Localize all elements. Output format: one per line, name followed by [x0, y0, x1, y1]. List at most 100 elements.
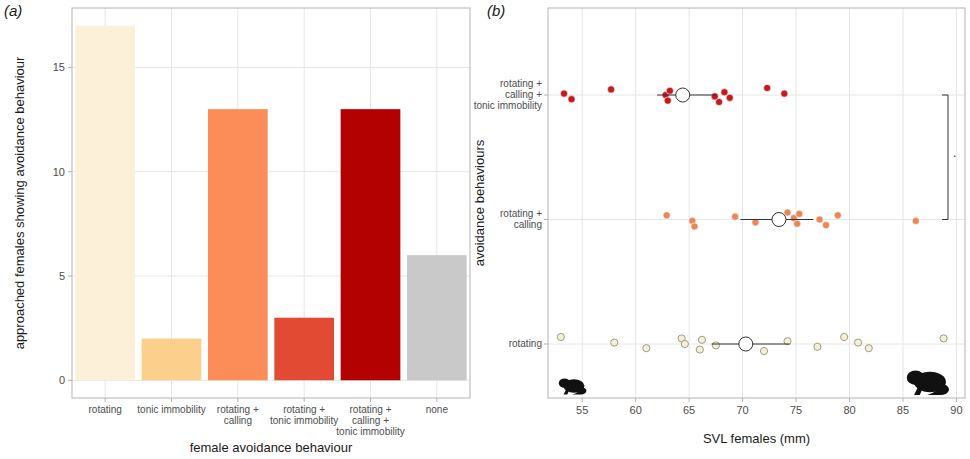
point — [698, 336, 705, 343]
frog-icon — [907, 370, 949, 395]
tick — [544, 219, 548, 220]
frog-head — [907, 370, 924, 385]
tick — [237, 398, 238, 402]
point — [663, 212, 670, 219]
tick-label: none — [426, 404, 449, 415]
plot-frame — [548, 8, 965, 398]
tick — [171, 398, 172, 402]
point — [643, 345, 650, 352]
label-line: rotating + — [500, 208, 542, 219]
tick — [68, 171, 72, 172]
point — [841, 333, 848, 340]
grid-line — [635, 8, 636, 398]
bar — [142, 339, 202, 381]
mean-point — [739, 337, 753, 351]
frog-head — [559, 378, 570, 388]
label-line: rotating + — [217, 404, 259, 415]
tick — [849, 398, 850, 402]
frog-leg — [927, 384, 949, 395]
label-line: tonic immobility — [270, 415, 338, 426]
point — [940, 335, 947, 342]
point — [721, 89, 728, 96]
tick — [902, 398, 903, 402]
panel-label: (b) — [487, 2, 505, 19]
tick — [370, 398, 371, 402]
tick-label: rotating — [88, 404, 121, 415]
point — [557, 333, 564, 340]
tick-label: rotating — [509, 338, 542, 349]
tick — [689, 398, 690, 402]
grid-line — [582, 8, 583, 398]
label-line: tonic immobility — [336, 426, 404, 437]
label-line: none — [426, 404, 449, 415]
tick-label: 90 — [950, 404, 962, 416]
panel-label: (a) — [4, 2, 22, 19]
tick-label: 85 — [897, 404, 909, 416]
tick — [956, 398, 957, 402]
label-line: rotating — [88, 404, 121, 415]
tick-label: 5 — [59, 270, 65, 282]
point — [796, 210, 803, 217]
tick-label: 60 — [630, 404, 642, 416]
point — [696, 346, 703, 353]
point — [568, 96, 575, 103]
plot-frame — [72, 8, 470, 398]
y-axis-label: approached females showing avoidance beh… — [12, 56, 27, 349]
tick — [436, 398, 437, 402]
tick-label: 15 — [53, 61, 65, 73]
tick — [68, 67, 72, 68]
tick — [742, 398, 743, 402]
tick-label: 65 — [683, 404, 695, 416]
bar — [341, 109, 401, 380]
label-line: calling — [514, 219, 542, 230]
label-line: tonic immobility — [474, 100, 542, 111]
grid-line — [849, 8, 850, 398]
point — [681, 340, 688, 347]
bars — [75, 26, 466, 381]
point — [781, 90, 788, 97]
grid-line — [902, 8, 903, 398]
tick — [68, 275, 72, 276]
point — [666, 87, 673, 94]
tick — [582, 398, 583, 402]
marks — [557, 84, 947, 354]
tick-label: rotating +calling +tonic immobility — [336, 404, 404, 437]
point — [794, 220, 801, 227]
frog-arm — [564, 389, 570, 395]
tick — [796, 398, 797, 402]
tick — [544, 344, 548, 345]
grid-line — [796, 8, 797, 398]
point — [854, 339, 861, 346]
tick — [304, 398, 305, 402]
bar — [407, 255, 467, 380]
bar — [75, 26, 135, 381]
tick-label: 10 — [53, 166, 65, 178]
point — [784, 209, 791, 216]
point — [816, 216, 823, 223]
tick-label: 75 — [790, 404, 802, 416]
label-line: calling + — [352, 415, 389, 426]
point — [764, 84, 771, 91]
point — [726, 94, 733, 101]
tick-label: 0 — [59, 374, 65, 386]
tick-label: 70 — [736, 404, 748, 416]
significance-label: . — [953, 146, 956, 160]
tick-label: tonic immobility — [137, 404, 205, 415]
point — [560, 90, 567, 97]
point — [732, 213, 739, 220]
grid-line-y — [548, 219, 965, 220]
plot-background — [548, 8, 965, 398]
point — [607, 86, 614, 93]
point — [760, 347, 767, 354]
mean-point — [772, 213, 786, 227]
tick-label: rotating +tonic immobility — [270, 404, 338, 426]
label-line: tonic immobility — [137, 404, 205, 415]
frog-arm — [914, 386, 923, 395]
tick — [635, 398, 636, 402]
y-axis-label: avoidance behaviours — [472, 139, 487, 266]
label-line: rotating — [509, 338, 542, 349]
point — [712, 342, 719, 349]
point — [822, 222, 829, 229]
label-line: calling + — [505, 89, 542, 100]
tick — [105, 398, 106, 402]
